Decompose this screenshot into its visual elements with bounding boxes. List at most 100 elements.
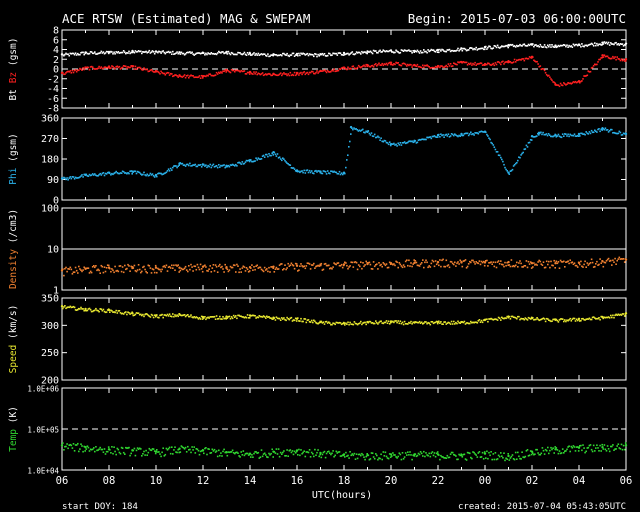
data-point xyxy=(558,135,561,138)
data-point xyxy=(353,53,356,56)
data-point xyxy=(473,261,475,263)
data-point xyxy=(205,164,207,166)
data-point xyxy=(588,317,591,320)
data-point xyxy=(357,64,360,67)
data-point xyxy=(164,314,167,316)
data-point xyxy=(361,267,363,270)
data-point xyxy=(465,49,468,52)
data-point xyxy=(538,259,540,262)
data-point xyxy=(556,84,559,86)
data-point xyxy=(91,173,94,175)
data-point xyxy=(284,159,286,162)
data-point xyxy=(530,55,534,59)
data-point xyxy=(90,271,93,274)
data-point xyxy=(482,48,485,51)
data-point xyxy=(433,321,436,324)
data-point xyxy=(387,62,390,65)
data-point xyxy=(589,444,592,446)
data-point xyxy=(204,316,206,318)
data-point xyxy=(346,68,348,71)
data-point xyxy=(445,259,448,262)
data-point xyxy=(506,45,508,47)
data-point xyxy=(201,163,205,166)
data-point xyxy=(588,444,591,447)
data-point xyxy=(302,52,304,55)
data-point xyxy=(73,306,76,309)
data-point xyxy=(315,169,317,172)
data-point xyxy=(265,73,267,75)
data-point xyxy=(258,266,261,269)
data-point xyxy=(511,265,514,268)
data-point xyxy=(294,317,297,320)
data-point xyxy=(183,267,186,270)
data-point xyxy=(146,454,148,456)
data-point xyxy=(261,269,264,272)
data-point xyxy=(580,319,582,322)
data-point xyxy=(453,320,455,323)
data-point xyxy=(614,257,616,260)
data-point xyxy=(331,268,333,270)
data-point xyxy=(565,320,567,323)
data-point xyxy=(334,323,336,326)
data-point xyxy=(113,67,115,69)
data-point xyxy=(328,321,330,323)
data-point xyxy=(429,455,432,458)
data-point xyxy=(520,154,522,156)
data-point xyxy=(206,317,208,319)
data-point xyxy=(189,315,191,318)
data-point xyxy=(615,58,617,61)
data-point xyxy=(203,452,205,455)
data-point xyxy=(107,171,111,174)
data-point xyxy=(120,172,123,174)
data-point xyxy=(450,49,453,52)
data-point xyxy=(420,262,423,264)
begin-time: Begin: 2015-07-03 06:00:00UTC xyxy=(408,11,626,26)
data-point xyxy=(318,55,320,57)
data-point xyxy=(564,44,566,46)
data-point xyxy=(189,448,191,451)
data-point xyxy=(172,313,174,315)
data-point xyxy=(382,322,385,325)
data-point xyxy=(321,322,324,324)
data-point xyxy=(135,312,138,314)
data-point xyxy=(397,62,399,64)
data-point xyxy=(378,136,380,139)
data-point xyxy=(602,56,605,58)
data-point xyxy=(579,135,581,137)
data-point xyxy=(98,65,100,68)
data-point xyxy=(622,258,625,260)
data-point xyxy=(95,68,97,70)
data-point xyxy=(284,53,286,56)
data-point xyxy=(412,263,414,265)
data-point xyxy=(105,267,108,269)
data-point xyxy=(231,266,234,269)
data-point xyxy=(369,458,372,460)
data-point xyxy=(105,450,108,453)
y-axis-label-part: Bz xyxy=(8,72,19,89)
data-point xyxy=(611,264,613,266)
data-point xyxy=(220,452,222,454)
data-point xyxy=(272,450,275,453)
data-point xyxy=(394,264,396,267)
data-point xyxy=(104,52,107,54)
data-point xyxy=(517,315,519,318)
data-point xyxy=(279,54,282,56)
data-point xyxy=(65,307,67,310)
data-point xyxy=(308,263,311,265)
data-point xyxy=(94,450,96,453)
data-point xyxy=(469,322,471,325)
data-point xyxy=(620,314,623,316)
data-point xyxy=(481,321,484,324)
data-point xyxy=(357,453,360,456)
data-point xyxy=(490,317,492,320)
data-point xyxy=(304,455,307,458)
data-point xyxy=(65,445,67,448)
y-axis-label-part: Phi xyxy=(8,167,19,184)
data-point xyxy=(460,320,463,324)
data-point xyxy=(239,71,241,73)
data-point xyxy=(481,451,484,454)
data-point xyxy=(235,53,237,56)
data-point xyxy=(164,52,167,55)
data-point xyxy=(373,457,376,460)
data-point xyxy=(99,172,101,175)
